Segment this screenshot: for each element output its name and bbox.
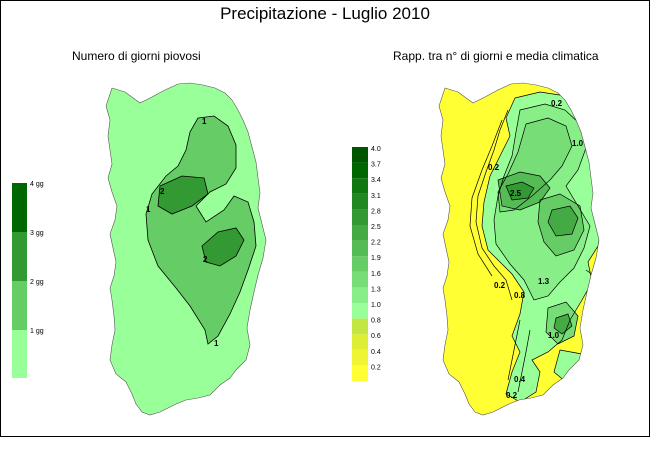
legend-label: 3.1 <box>371 193 381 200</box>
legend-label: 1 gg <box>30 328 44 335</box>
left-contour-label: 2 <box>203 255 208 264</box>
legend-swatch <box>352 271 368 288</box>
left-contour-label: 1 <box>146 205 151 214</box>
right-contour-label: 2.5 <box>510 189 522 198</box>
legend-label: 0.2 <box>371 364 381 371</box>
legend-label: 1.9 <box>371 255 381 262</box>
legend-swatch <box>352 365 368 381</box>
legend-swatch <box>12 330 27 378</box>
legend-swatch <box>352 287 368 303</box>
legend-label: 1.6 <box>371 271 381 278</box>
left-contour-label: 1 <box>202 117 207 126</box>
legend-swatch <box>352 147 368 163</box>
legend-swatch <box>352 349 368 366</box>
legend-swatch <box>352 256 368 272</box>
legend-label: 3.7 <box>371 162 381 169</box>
right-contour-label: 0.2 <box>551 99 563 108</box>
legend-label: 4.0 <box>371 146 381 153</box>
legend-swatch <box>352 209 368 225</box>
legend-label: 1.0 <box>371 302 381 309</box>
legend-label: 0.6 <box>371 333 381 340</box>
right-contour-label: 0.8 <box>514 291 526 300</box>
right-map-subtitle: Rapp. tra n° di giorni e media climatica <box>393 49 599 63</box>
left-map-subtitle: Numero di giorni piovosi <box>72 49 201 63</box>
legend-swatch <box>12 183 27 232</box>
legend-swatch <box>352 193 368 210</box>
right-contours <box>469 91 599 403</box>
legend-swatch <box>12 232 27 281</box>
legend-label: 3 gg <box>30 230 44 237</box>
legend-label: 4 gg <box>30 181 44 188</box>
right-map: 0.2 0.2 0.2 1.0 2.5 1.3 0.8 1.0 0.4 0.2 <box>438 82 600 416</box>
legend-swatch <box>352 303 368 319</box>
left-contour-label: 2 <box>160 187 165 196</box>
legend-label: 1.3 <box>371 286 381 293</box>
left-contours <box>145 115 257 345</box>
legend-swatch <box>352 178 368 194</box>
legend-label: 0.4 <box>371 349 381 356</box>
right-contour-label: 0.2 <box>488 163 500 172</box>
legend-swatch <box>352 225 368 241</box>
right-contour-label: 1.0 <box>548 331 560 340</box>
legend-label: 2.2 <box>371 240 381 247</box>
left-map: 1 1 1 2 2 <box>105 82 267 416</box>
legend-swatch <box>12 281 27 330</box>
legend-label: 2.5 <box>371 224 381 231</box>
legend-swatch <box>352 162 368 179</box>
legend-label: 0.8 <box>371 318 381 325</box>
legend-swatch <box>352 334 368 350</box>
right-contour-label: 1.3 <box>538 277 550 286</box>
legend-swatch <box>352 318 368 335</box>
right-contour-label: 1.0 <box>572 139 584 148</box>
right-contour-label: 0.2 <box>494 281 506 290</box>
left-contour-label: 1 <box>214 339 219 348</box>
right-contour-label: 0.2 <box>506 391 518 400</box>
legend-label: 2 gg <box>30 279 44 286</box>
legend-label: 2.8 <box>371 208 381 215</box>
right-contour-label: 0.4 <box>514 375 526 384</box>
legend-label: 3.4 <box>371 177 381 184</box>
left-legend: 1 gg 2 gg 3 gg 4 gg <box>12 181 44 378</box>
legend-swatch <box>352 240 368 257</box>
page-title: Precipitazione - Luglio 2010 <box>220 4 430 23</box>
right-legend: 0.2 0.4 0.6 0.8 1.0 1.3 1.6 1.9 2.2 2.5 2.8 3.1 3.4 3… <box>352 146 381 381</box>
